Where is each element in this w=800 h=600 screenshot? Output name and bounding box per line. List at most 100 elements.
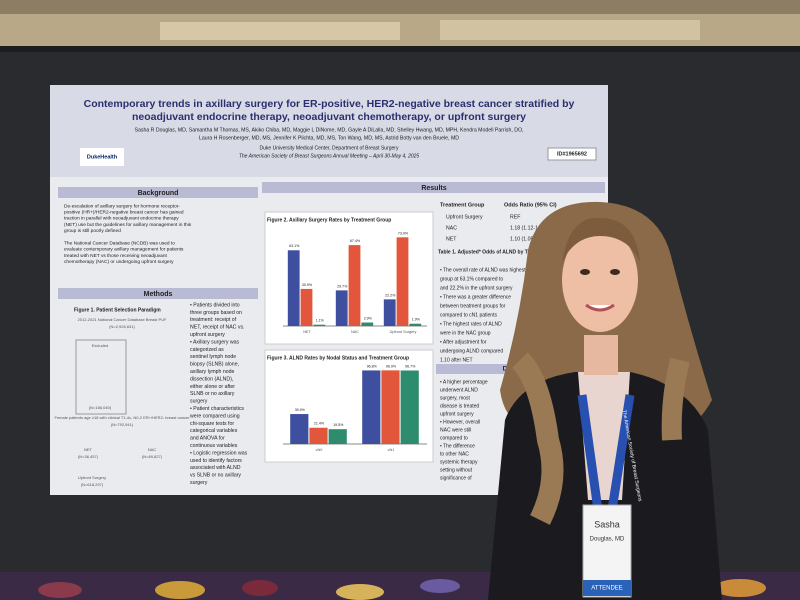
badge-credentials: Douglas, MD bbox=[590, 537, 625, 543]
bar bbox=[400, 370, 419, 444]
badge-name: Sasha bbox=[594, 519, 620, 529]
eye bbox=[580, 269, 590, 275]
section-header bbox=[58, 288, 258, 299]
carpet-pattern bbox=[38, 579, 766, 600]
data-label: 67.4% bbox=[350, 239, 361, 243]
poster-content: Contemporary trends in axillary surgery … bbox=[55, 98, 606, 487]
smile bbox=[585, 303, 615, 312]
body-text: treated with NET vs those receiving neoa… bbox=[64, 253, 168, 259]
data-label: 1.1% bbox=[316, 319, 325, 323]
body-text: categorized as bbox=[190, 347, 224, 353]
hair-curls bbox=[661, 357, 690, 441]
person: Sasha Douglas, MD ATTENDEE The American … bbox=[488, 201, 722, 600]
figure-title: Figure 1. Patient Selection Paradigm bbox=[74, 307, 161, 313]
body-text: used to identify factors bbox=[190, 458, 242, 464]
eye bbox=[610, 269, 620, 275]
flow-text: 2012-2021 National Cancer Database Breas… bbox=[78, 317, 167, 322]
section-heading: Background bbox=[138, 190, 179, 197]
table-cell: NET bbox=[446, 236, 457, 242]
body-text: • Logistic regression was bbox=[190, 450, 248, 456]
body-text: De-escalation of axillary surgery for ho… bbox=[64, 203, 180, 209]
flow-text: (N=166,040) bbox=[89, 405, 112, 410]
table-cell: NAC bbox=[446, 225, 457, 231]
neck bbox=[584, 335, 618, 375]
data-label: 39.4% bbox=[295, 408, 306, 412]
section-header bbox=[262, 182, 605, 193]
body-text: upfront surgery bbox=[190, 332, 225, 338]
section-heading: Results bbox=[421, 185, 446, 192]
poster-authors: Sasha R Douglas, MD, Samantha M Thomas, … bbox=[135, 127, 524, 133]
bar bbox=[381, 370, 400, 444]
body-text: surgery bbox=[190, 399, 208, 405]
body-text: compared to cN1 patients bbox=[440, 312, 497, 318]
body-text: chemotherapy (NAC) or undergoing upfront… bbox=[64, 259, 174, 265]
bar bbox=[335, 290, 348, 326]
id-box bbox=[547, 147, 597, 161]
body-text: and 22.2% in the upfront surgery bbox=[440, 285, 513, 291]
body-text: undergoing ALND compared bbox=[440, 348, 503, 354]
body-text: surgery bbox=[190, 480, 208, 486]
data-label: 73.9% bbox=[398, 231, 409, 235]
data-label: 22.2% bbox=[385, 293, 396, 297]
data-label: 19.5% bbox=[333, 423, 344, 427]
body-text: axillary lymph node bbox=[190, 369, 235, 375]
bar bbox=[396, 237, 409, 326]
poster-title: neoadjuvant endocrine therapy, neoadjuva… bbox=[132, 111, 526, 123]
body-text: 1.10 after NET bbox=[440, 357, 473, 363]
bar bbox=[309, 427, 328, 444]
body-text: biopsy (SLNB) alone, bbox=[190, 362, 239, 368]
poster-meeting: The American Society of Breast Surgeons … bbox=[239, 153, 420, 159]
body-text: and ANOVA for bbox=[190, 436, 225, 442]
body-text: NAC were still bbox=[440, 427, 471, 433]
bar bbox=[409, 323, 422, 326]
body-text: systemic therapy bbox=[440, 459, 478, 465]
fringe bbox=[562, 217, 640, 262]
body-text: upfront surgery bbox=[440, 411, 474, 417]
ceiling-trim bbox=[0, 0, 800, 14]
body-text: group is still poorly defined bbox=[64, 228, 121, 234]
data-label: 1.9% bbox=[412, 318, 421, 322]
body-text: underwent ALND bbox=[440, 387, 478, 393]
flow-text: Upfront Surgery bbox=[78, 475, 106, 480]
table-cell: REF bbox=[510, 214, 520, 220]
body-text: • The highest rates of ALND bbox=[440, 321, 502, 327]
bar bbox=[300, 288, 313, 326]
bar bbox=[362, 370, 381, 444]
data-label: 96.9% bbox=[386, 364, 397, 368]
body-text: associated with ALND bbox=[190, 465, 241, 471]
flow-text: (N=618,297) bbox=[81, 482, 104, 487]
body-text: • Patients divided into bbox=[190, 302, 240, 308]
table-cell: Upfront Surgery bbox=[446, 214, 483, 220]
data-label: 63.1% bbox=[289, 244, 300, 248]
data-label: 2.9% bbox=[364, 316, 373, 320]
flow-text: Female patients age ≥18 with clinical T1… bbox=[55, 415, 191, 420]
body-text: traction in parallel with neoadjuvant en… bbox=[64, 216, 179, 222]
body-text: • The difference bbox=[440, 443, 475, 449]
badge-footer bbox=[583, 580, 631, 596]
body-text: were in the NAC group bbox=[440, 330, 491, 336]
body-text: disease is treated bbox=[440, 403, 479, 409]
table-header: Odds Ratio (95% CI) bbox=[504, 202, 557, 208]
body-text: • The overall rate of ALND was highest bbox=[440, 267, 526, 273]
body-text: dissection (ALND), bbox=[190, 376, 233, 382]
table-caption: Table 1. Adjusted* Odds of ALND by Treat… bbox=[438, 249, 549, 255]
body-text: group at 63.1% compared to bbox=[440, 276, 503, 282]
logo-box bbox=[80, 148, 124, 166]
data-label: 96.8% bbox=[367, 364, 378, 368]
logo: DukeHealth bbox=[87, 154, 118, 160]
x-tick-label: cN0 bbox=[316, 448, 323, 452]
flow-box bbox=[75, 339, 127, 415]
bar bbox=[287, 250, 300, 326]
body-text: were compared using bbox=[190, 413, 240, 419]
poster-id: ID#1965692 bbox=[557, 151, 587, 157]
data-label: 30.9% bbox=[302, 283, 313, 287]
table-header: Treatment Group bbox=[440, 202, 485, 208]
figure-title: Figure 2. Axillary Surgery Rates by Trea… bbox=[267, 217, 391, 223]
flow-text: NET bbox=[84, 447, 93, 452]
body-text: sentinel lymph node bbox=[190, 354, 236, 360]
body-text: compared to bbox=[440, 435, 468, 441]
body-text: setting without bbox=[440, 467, 473, 473]
body-text: evaluate contemporary axillary managemen… bbox=[64, 247, 184, 253]
body-text: NET, receipt of NAC vs. bbox=[190, 325, 244, 331]
